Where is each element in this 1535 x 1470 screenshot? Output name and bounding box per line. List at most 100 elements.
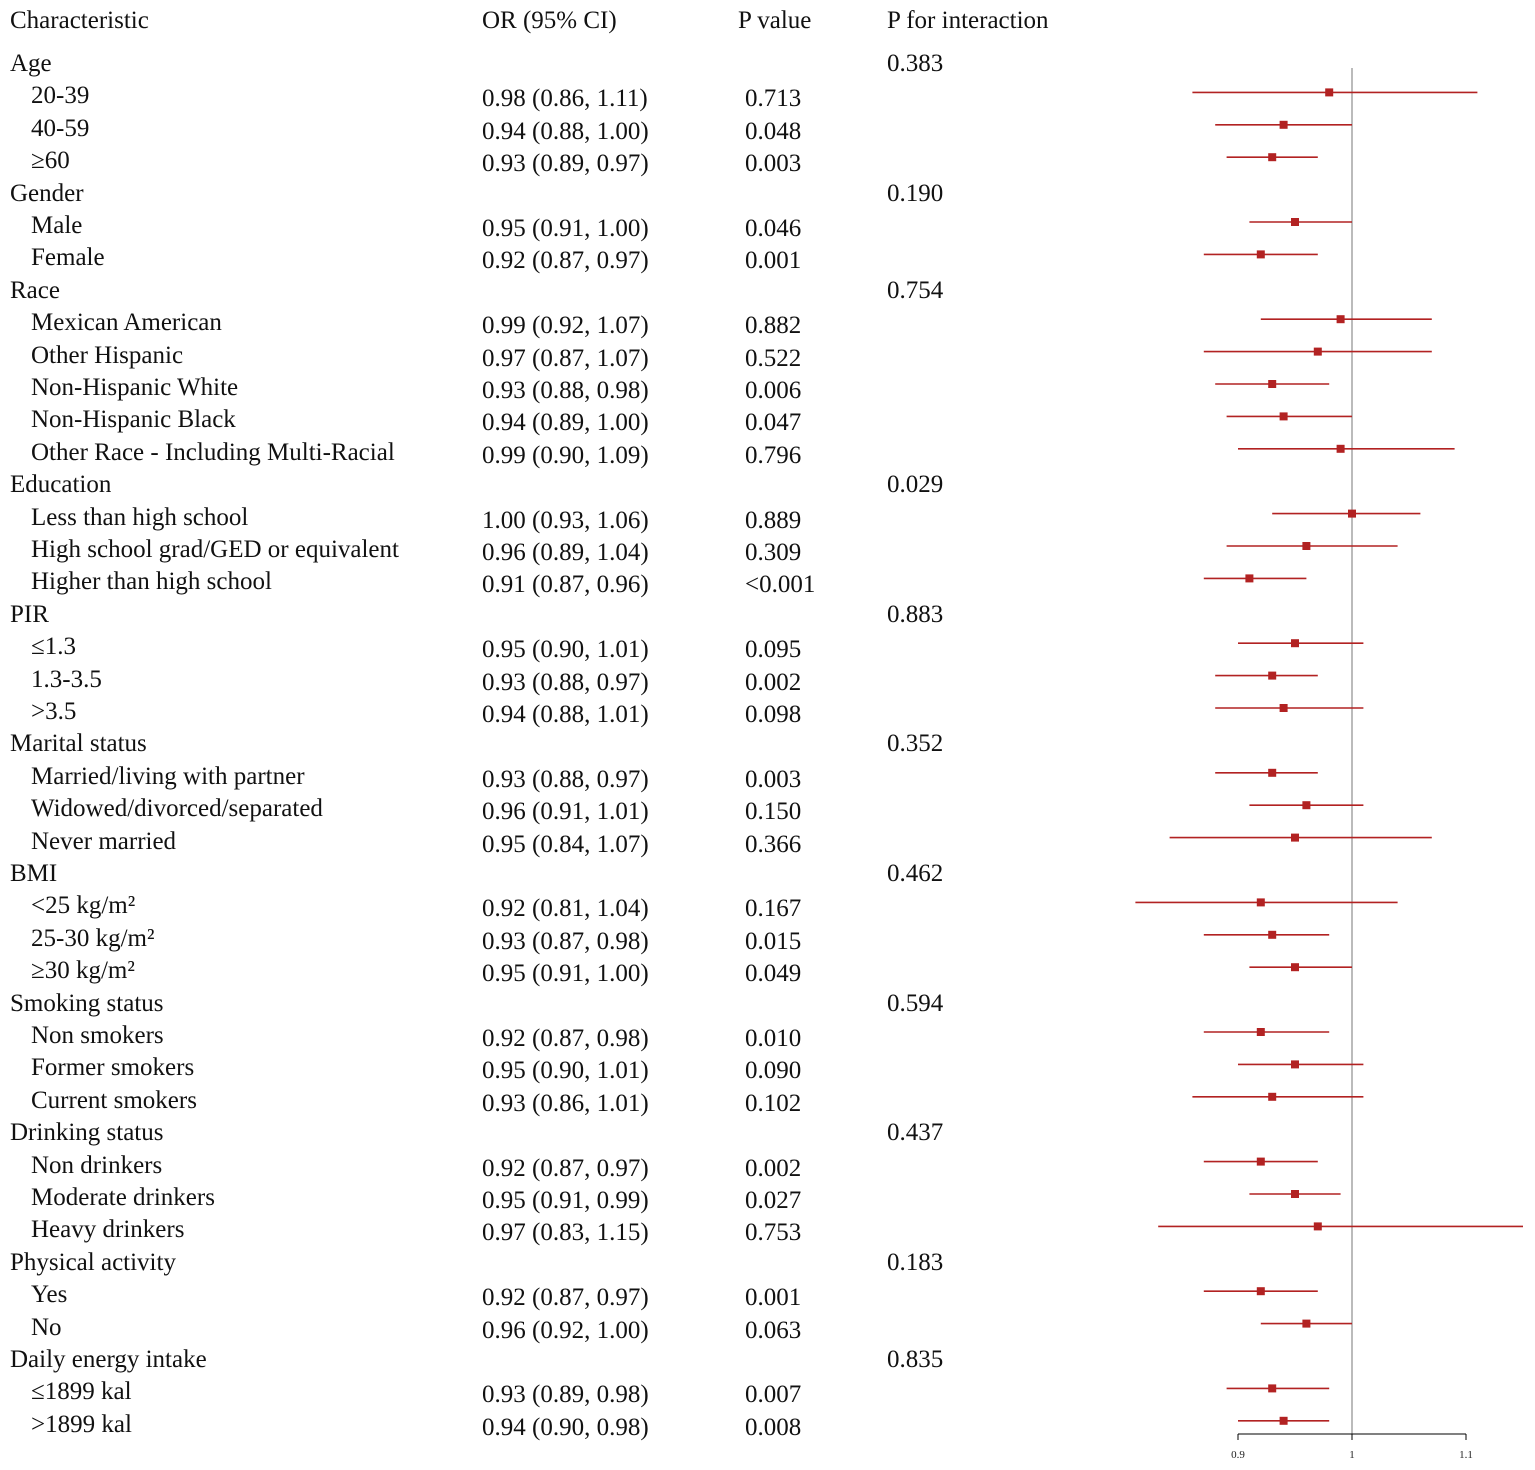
or-point [1291,1060,1299,1069]
p-value: <0.001 [745,571,816,599]
group-label: Age [10,50,52,77]
or-point [1268,380,1277,388]
p-value: 0.150 [745,798,802,826]
header-or-ci: OR (95% CI) [482,7,617,34]
or-ci-value: 0.92 (0.87, 0.97) [482,1284,649,1312]
group-label: BMI [10,860,58,887]
or-point [1302,542,1311,550]
subgroup-label: 40-59 [31,114,90,142]
p-value: 0.713 [745,85,802,113]
subgroup-label: ≥60 [31,147,70,175]
subgroup-label: >3.5 [31,698,77,725]
p-value: 0.010 [745,1025,802,1052]
or-ci-value: 0.92 (0.87, 0.97) [482,247,649,275]
or-ci-value: 0.93 (0.88, 0.98) [482,377,649,404]
or-point [1279,412,1288,421]
subgroup-label: Heavy drinkers [31,1216,185,1244]
p-interaction-value: 0.883 [887,600,944,628]
p-value: 0.309 [745,539,802,566]
or-point [1268,671,1277,680]
p-interaction-value: 0.352 [887,730,944,758]
p-value: 0.027 [745,1187,802,1214]
group-label: Education [10,471,112,499]
or-point [1268,768,1277,777]
x-tick-label: 1.1 [1459,1449,1473,1461]
or-point [1256,1157,1265,1166]
or-ci-value: 0.96 (0.92, 1.00) [482,1316,649,1344]
subgroup-label: Married/living with partner [31,762,305,790]
subgroup-label: Widowed/divorced/separated [31,795,323,823]
p-value: 0.008 [745,1413,802,1441]
or-ci-value: 0.92 (0.87, 0.98) [482,1025,649,1052]
p-value: 0.048 [745,117,802,145]
p-value: 0.063 [745,1316,802,1344]
or-ci-value: 0.93 (0.87, 0.98) [482,927,649,955]
or-point [1313,347,1322,356]
or-ci-value: 0.95 (0.91, 1.00) [482,215,649,242]
or-ci-value: 0.95 (0.84, 1.07) [482,830,649,858]
p-value: 0.102 [745,1089,802,1117]
or-ci-value: 0.93 (0.89, 0.97) [482,150,649,178]
or-ci-value: 0.95 (0.91, 1.00) [482,960,649,988]
subgroup-label: Less than high school [31,503,249,531]
or-ci-value: 0.96 (0.91, 1.01) [482,798,649,826]
or-point [1325,88,1334,97]
p-interaction-value: 0.754 [887,276,944,304]
or-ci-value: 0.95 (0.90, 1.01) [482,636,649,664]
or-point [1279,120,1288,129]
or-ci-value: 0.94 (0.88, 1.00) [482,117,649,145]
subgroup-label: Non-Hispanic White [31,374,239,401]
subgroup-label: Mexican American [31,309,222,337]
or-point [1291,963,1299,972]
or-ci-value: 0.94 (0.89, 1.00) [482,409,649,437]
or-point [1302,1319,1311,1328]
or-point [1336,315,1345,324]
p-value: 0.003 [745,150,802,178]
subgroup-label: >1899 kal [31,1410,132,1438]
subgroup-label: Non smokers [31,1022,164,1049]
or-ci-value: 0.95 (0.90, 1.01) [482,1057,649,1085]
or-ci-value: 0.93 (0.88, 0.97) [482,765,649,793]
or-ci-value: 0.93 (0.89, 0.98) [482,1381,649,1409]
p-value: 0.007 [745,1381,802,1409]
p-interaction-value: 0.462 [887,860,944,887]
or-ci-value: 0.97 (0.83, 1.15) [482,1219,649,1247]
or-point [1279,1416,1288,1425]
or-ci-value: 0.98 (0.86, 1.11) [482,85,648,113]
p-value: 0.002 [745,668,802,696]
subgroup-label: Higher than high school [31,568,272,596]
group-label: Race [10,276,60,304]
header-p-interaction: P for interaction [887,7,1049,34]
p-interaction-value: 0.029 [887,471,944,499]
x-tick-label: 1 [1349,1449,1355,1461]
or-point [1291,833,1299,842]
subgroup-label: Non-Hispanic Black [31,406,236,434]
subgroup-label: Moderate drinkers [31,1184,215,1211]
group-label: Smoking status [10,989,164,1017]
or-ci-value: 0.94 (0.90, 0.98) [482,1413,649,1441]
p-value: 0.796 [745,441,802,469]
or-ci-value: 0.96 (0.89, 1.04) [482,539,649,566]
or-point [1279,704,1288,712]
p-value: 0.753 [745,1219,802,1247]
or-ci-value: 0.93 (0.88, 0.97) [482,668,649,696]
or-ci-value: 0.93 (0.86, 1.01) [482,1089,649,1117]
or-ci-value: 0.95 (0.91, 0.99) [482,1187,649,1214]
or-point [1256,250,1265,259]
header-characteristic: Characteristic [10,7,149,34]
subgroup-label: Non drinkers [31,1151,163,1179]
subgroup-label: Never married [31,827,177,855]
p-value: 0.001 [745,247,802,275]
or-point [1268,1384,1277,1393]
subgroup-label: Former smokers [31,1054,195,1082]
or-point [1291,1190,1299,1198]
group-label: Drinking status [10,1119,164,1147]
p-value: 0.889 [745,506,802,534]
group-label: Physical activity [10,1248,176,1276]
or-point [1268,1092,1277,1101]
p-interaction-value: 0.383 [887,50,944,77]
group-label: Gender [10,179,84,207]
or-point [1256,1287,1265,1296]
p-value: 0.049 [745,960,802,988]
